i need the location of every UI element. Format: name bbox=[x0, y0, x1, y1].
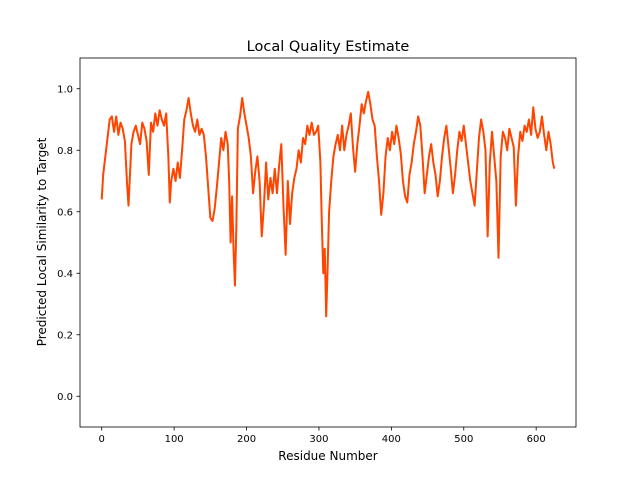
x-axis: 0 100 200 300 400 500 600 bbox=[99, 427, 546, 445]
y-tick-label: 0.8 bbox=[57, 146, 73, 157]
y-tick-label: 1.0 bbox=[57, 84, 73, 95]
x-tick-label: 600 bbox=[527, 434, 546, 445]
chart-title: Local Quality Estimate bbox=[247, 39, 410, 55]
x-tick-label: 400 bbox=[382, 434, 401, 445]
plot-frame bbox=[79, 57, 577, 428]
y-axis-label: Predicted Local Similarity to Target bbox=[35, 137, 49, 346]
plot-area bbox=[100, 90, 556, 318]
y-tick-label: 0.4 bbox=[57, 269, 73, 280]
x-tick-label: 0 bbox=[99, 434, 105, 445]
y-tick-label: 0.0 bbox=[57, 392, 73, 403]
x-tick-label: 200 bbox=[237, 434, 256, 445]
y-tick-label: 0.6 bbox=[57, 207, 73, 218]
x-axis-label: Residue Number bbox=[278, 449, 377, 463]
series-line-0 bbox=[100, 90, 556, 318]
y-axis: 0.0 0.2 0.4 0.6 0.8 1.0 bbox=[57, 84, 80, 403]
x-tick-label: 300 bbox=[309, 434, 328, 445]
x-tick-label: 100 bbox=[165, 434, 184, 445]
x-tick-label: 500 bbox=[454, 434, 473, 445]
y-tick-label: 0.2 bbox=[57, 330, 73, 341]
